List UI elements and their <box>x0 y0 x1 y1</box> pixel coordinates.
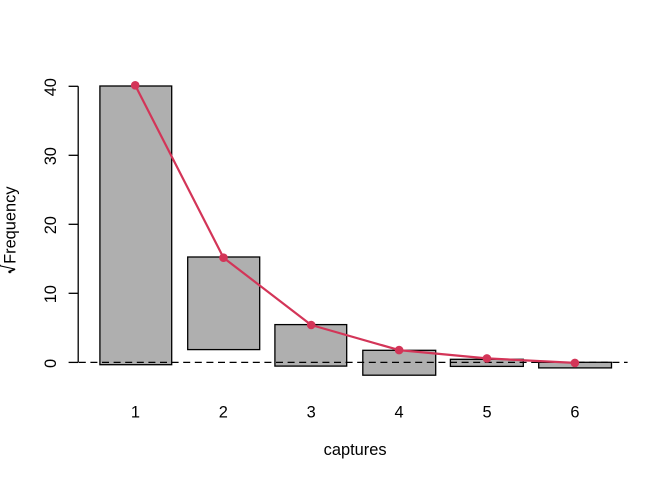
svg-text:30: 30 <box>42 147 60 165</box>
svg-text:2: 2 <box>219 404 228 422</box>
svg-text:6: 6 <box>570 404 579 422</box>
svg-text:0: 0 <box>42 359 60 368</box>
svg-text:5: 5 <box>482 404 491 422</box>
svg-text:40: 40 <box>42 78 60 96</box>
svg-text:1: 1 <box>131 404 140 422</box>
svg-text:captures: captures <box>324 441 387 459</box>
svg-text:4: 4 <box>395 404 404 422</box>
svg-text:10: 10 <box>42 285 60 303</box>
svg-text:Frequency: Frequency <box>1 186 19 264</box>
svg-text:20: 20 <box>42 216 60 234</box>
svg-text:3: 3 <box>307 404 316 422</box>
